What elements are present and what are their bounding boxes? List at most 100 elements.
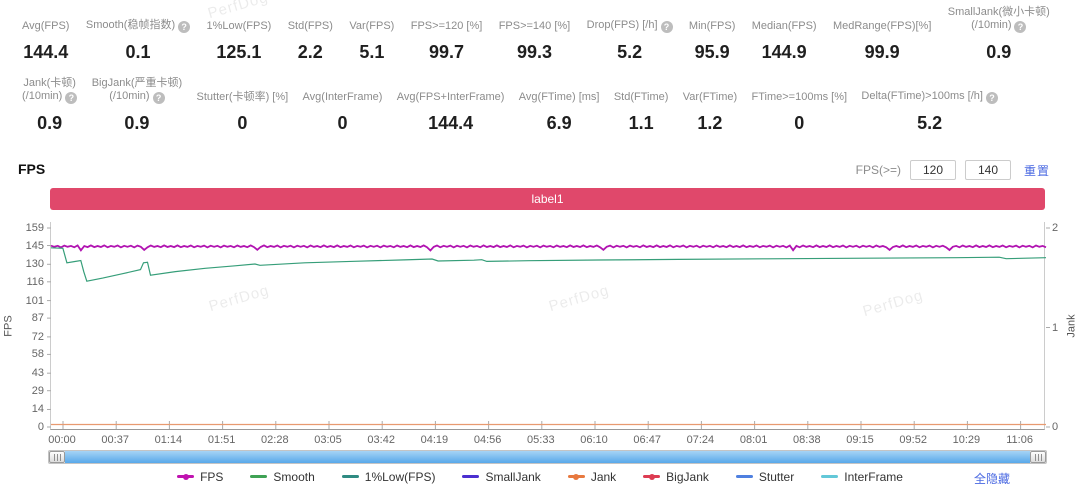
stat-value: 6.9 <box>546 113 572 133</box>
legend-item-smooth[interactable]: Smooth <box>250 470 315 484</box>
stat-min-fps: Min(FPS) 95.9 <box>689 6 735 63</box>
stat-median-fps: Median(FPS) 144.9 <box>752 6 817 63</box>
legend-item-1%low-fps-[interactable]: 1%Low(FPS) <box>341 469 436 484</box>
x-tick-label: 02:28 <box>261 434 289 446</box>
stat-smalljank-10min: SmallJank(微小卡顿) (/10min)? 0.9 <box>948 6 1050 63</box>
legend-marker-icon <box>735 473 753 481</box>
stat-delta-ftime-100ms-h: Delta(FTime)>100ms [/h]? 5.2 <box>861 77 998 134</box>
help-icon[interactable]: ? <box>152 92 165 104</box>
x-tick-label: 00:00 <box>48 434 76 446</box>
legend-item-bigjank[interactable]: BigJank <box>643 470 709 484</box>
grip-icon <box>1034 453 1042 461</box>
stat-label: Smooth(稳帧指数)? <box>86 6 191 33</box>
y-tick-label: 116 <box>26 275 44 288</box>
stat-value: 0.1 <box>125 42 151 62</box>
stat-value: 144.4 <box>428 113 474 133</box>
hide-all-link[interactable]: 全隐藏 <box>973 472 1010 484</box>
stat-label: Avg(FTime) [ms] <box>518 91 600 103</box>
stat-label: Stutter(卡顿率) [%] <box>196 91 289 103</box>
stat-value: 2.2 <box>297 42 323 62</box>
stat-label: SmallJank(微小卡顿) (/10min)? <box>947 6 1050 33</box>
stat-value: 99.9 <box>864 42 900 62</box>
legend-label: BigJank <box>666 469 709 484</box>
stat-drop-fps-h: Drop(FPS) [/h]? 5.2 <box>587 6 673 63</box>
y-tick-label: 1 <box>1052 321 1059 334</box>
x-tick-label: 09:52 <box>899 434 927 446</box>
stat-ftime-100ms-%: FTime>=100ms [%] 0 <box>751 77 847 134</box>
help-icon[interactable]: ? <box>1014 21 1027 33</box>
stat-label: FPS>=140 [%] <box>498 20 571 32</box>
stat-label: Min(FPS) <box>688 20 736 32</box>
legend-item-stutter[interactable]: Stutter <box>735 469 795 484</box>
stat-value: 0 <box>237 113 248 133</box>
legend-marker-icon <box>462 473 480 481</box>
x-tick-label: 07:24 <box>686 434 715 446</box>
fps-threshold-input-2[interactable] <box>964 160 1011 180</box>
help-icon[interactable]: ? <box>985 92 998 104</box>
x-tick-label: 08:01 <box>739 434 768 446</box>
stat-value: 0 <box>794 113 805 133</box>
stat-label: Avg(FPS) <box>22 20 70 32</box>
smooth-series-line <box>50 247 1047 282</box>
stat-label: Var(FTime) <box>682 91 738 103</box>
legend-marker-icon <box>250 473 268 481</box>
stat-value: 5.2 <box>917 113 943 133</box>
fps-threshold-input-1[interactable] <box>909 160 956 180</box>
reset-link[interactable]: 重置 <box>1023 163 1050 178</box>
y-axis-title-jank: Jank <box>1065 314 1078 338</box>
legend-item-fps[interactable]: FPS <box>177 470 223 484</box>
stat-1%low-fps: 1%Low(FPS) 125.1 <box>207 6 272 63</box>
y-tick-label: 101 <box>25 294 44 307</box>
x-tick-label: 03:05 <box>314 434 342 446</box>
fps-jank-chart-canvas <box>47 227 1050 429</box>
fps-section-title: FPS <box>18 161 46 177</box>
stat-value: 144.4 <box>23 42 69 62</box>
x-tick-label: 00:37 <box>101 434 129 446</box>
stat-value: 99.3 <box>516 42 552 62</box>
stat-value: 1.2 <box>697 113 723 133</box>
stat-label: Median(FPS) <box>751 20 817 32</box>
legend-item-jank[interactable]: Jank <box>567 469 617 484</box>
stat-label: FPS>=120 [%] <box>410 20 483 32</box>
y-tick-label: 43 <box>31 367 44 380</box>
x-tick-label: 10:29 <box>952 434 981 446</box>
y-tick-label: 145 <box>25 239 44 252</box>
stat-avg-fps-interframe: Avg(FPS+InterFrame) 144.4 <box>397 77 505 134</box>
stat-stutter-%: Stutter(卡顿率) [%] 0 <box>197 77 289 134</box>
x-tick-label: 01:51 <box>207 434 236 446</box>
legend-label: Stutter <box>758 469 795 484</box>
help-icon[interactable]: ? <box>660 21 673 33</box>
x-tick-label: 11:06 <box>1006 434 1033 446</box>
stat-std-ftime: Std(FTime) 1.1 <box>614 77 669 134</box>
stat-var-ftime: Var(FTime) 1.2 <box>683 77 737 134</box>
stat-value: 0.9 <box>37 113 63 133</box>
stat-value: 5.1 <box>359 42 385 62</box>
stat-medrange-fps-%: MedRange(FPS)[%] 99.9 <box>833 6 931 63</box>
grip-icon <box>53 453 61 461</box>
legend-label: FPS <box>200 469 224 484</box>
legend-label: 1%Low(FPS) <box>364 469 436 484</box>
legend-item-smalljank[interactable]: SmallJank <box>462 470 541 484</box>
scrollbar-track[interactable] <box>65 451 1030 463</box>
scrollbar-right-handle[interactable] <box>1030 451 1046 463</box>
stat-label: Avg(FPS+InterFrame) <box>396 91 505 103</box>
scrollbar-left-handle[interactable] <box>49 451 65 463</box>
stat-label: Delta(FTime)>100ms [/h]? <box>861 77 998 104</box>
y-tick-label: 58 <box>31 348 44 361</box>
label-banner-text: label1 <box>531 192 564 206</box>
stats-row-jank: Jank(卡顿) (/10min)? 0.9 BigJank(严重卡顿) (/10min… <box>0 63 1080 134</box>
stat-label: Jank(卡顿) (/10min)? <box>22 77 78 104</box>
legend-marker-icon <box>821 473 839 481</box>
stat-jank-10min: Jank(卡顿) (/10min)? 0.9 <box>22 77 78 134</box>
y-tick-label: 0 <box>1052 421 1059 433</box>
legend-item-interframe[interactable]: InterFrame <box>821 470 903 484</box>
stat-fps-140-%: FPS>=140 [%] 99.3 <box>499 6 571 63</box>
stat-label: FTime>=100ms [%] <box>751 91 848 103</box>
legend-label: Jank <box>590 469 617 484</box>
stat-label: Var(FPS) <box>349 20 395 32</box>
help-icon[interactable]: ? <box>65 92 78 104</box>
x-tick-label: 04:56 <box>473 434 502 446</box>
help-icon[interactable]: ? <box>178 21 191 33</box>
x-tick-label: 05:33 <box>527 434 555 446</box>
